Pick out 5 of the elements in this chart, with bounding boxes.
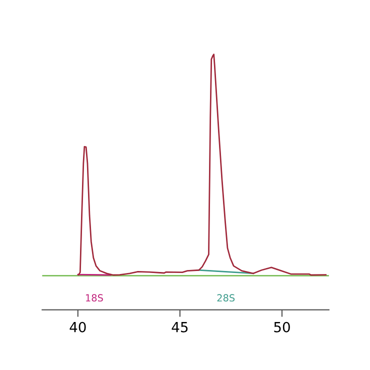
- x-tick-label: 40: [70, 322, 86, 332]
- text: 28S: [217, 294, 235, 302]
- x-tick-label: 50: [274, 322, 290, 332]
- series-label: 18S: [86, 294, 103, 302]
- x-tick-label: 45: [172, 322, 188, 332]
